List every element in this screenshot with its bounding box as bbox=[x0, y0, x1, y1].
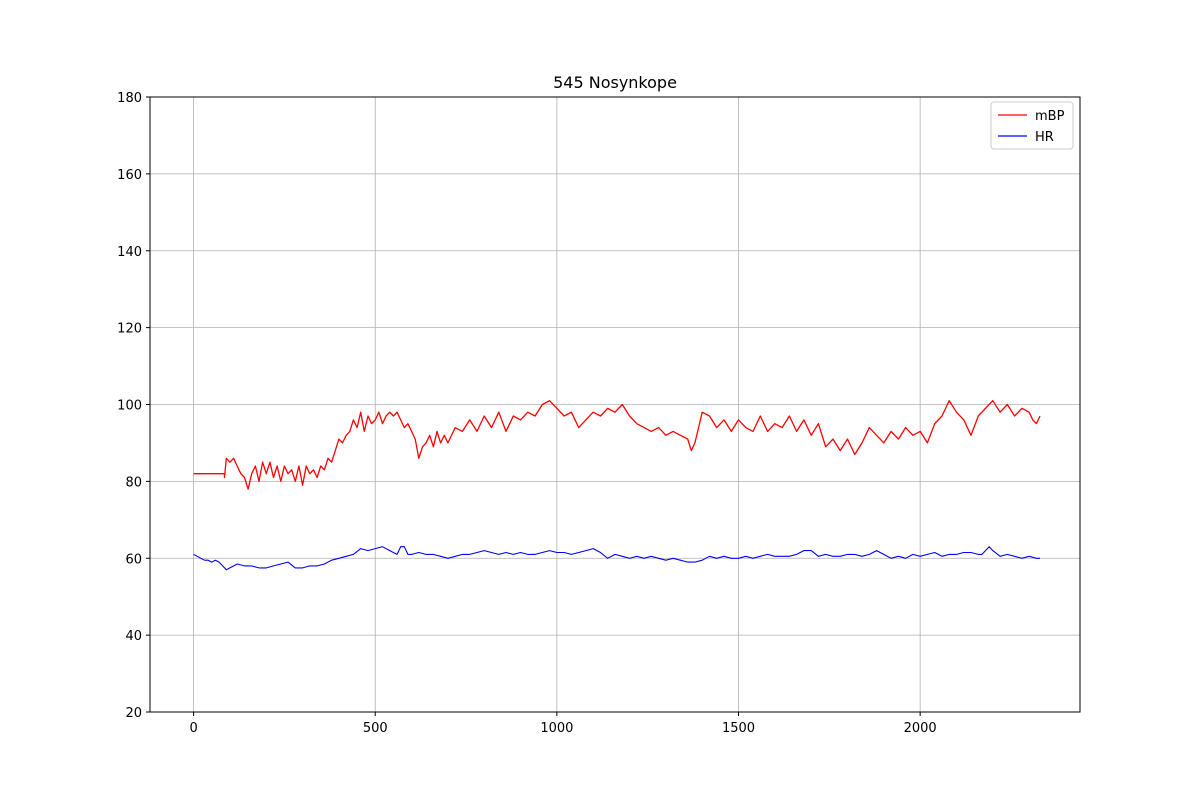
legend-frame bbox=[990, 101, 1074, 150]
legend: mBP HR bbox=[990, 101, 1074, 150]
x-tick-label: 2000 bbox=[904, 721, 937, 736]
y-tick-label: 140 bbox=[117, 245, 142, 260]
x-tick-label: 0 bbox=[189, 721, 197, 736]
x-tick-label: 1000 bbox=[540, 721, 573, 736]
legend-label-mbp: mBP bbox=[1035, 109, 1065, 124]
y-tick-label: 100 bbox=[117, 399, 142, 414]
x-tick-label: 1500 bbox=[722, 721, 755, 736]
y-tick-label: 20 bbox=[125, 706, 142, 721]
series-line-hr bbox=[193, 546, 1040, 571]
y-tick-label: 120 bbox=[117, 322, 142, 337]
series-line-mbp bbox=[193, 400, 1041, 490]
axis-ticks: 0 500 1000 1500 2000 20 40 60 80 100 120 140 160 180 bbox=[117, 91, 937, 736]
y-tick-label: 180 bbox=[117, 91, 142, 106]
y-tick-label: 80 bbox=[125, 475, 142, 490]
y-tick-label: 160 bbox=[117, 168, 142, 183]
x-tick-label: 500 bbox=[363, 721, 388, 736]
y-tick-label: 40 bbox=[125, 629, 142, 644]
legend-label-hr: HR bbox=[1035, 130, 1054, 145]
y-tick-label: 60 bbox=[125, 552, 142, 567]
plot-area bbox=[193, 400, 1041, 571]
chart-title: 545 Nosynkope bbox=[553, 73, 677, 92]
